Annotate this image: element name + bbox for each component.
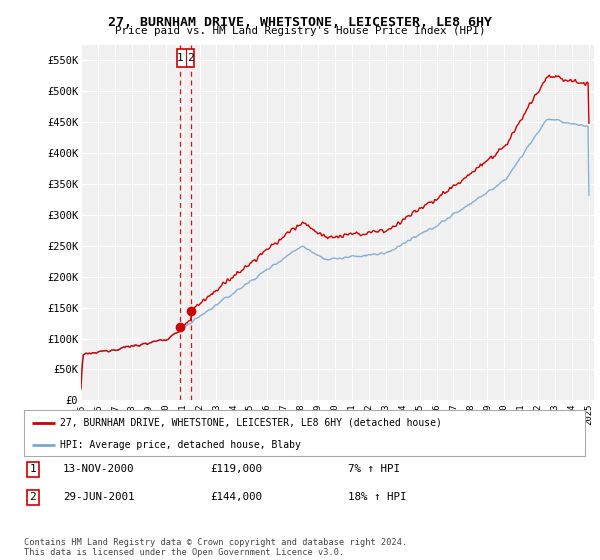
Bar — [178, 49, 194, 67]
Text: Contains HM Land Registry data © Crown copyright and database right 2024.
This d: Contains HM Land Registry data © Crown c… — [24, 538, 407, 557]
Text: £119,000: £119,000 — [210, 464, 262, 474]
Text: 18% ↑ HPI: 18% ↑ HPI — [348, 492, 407, 502]
Text: 1: 1 — [29, 464, 37, 474]
Text: 13-NOV-2000: 13-NOV-2000 — [63, 464, 134, 474]
Text: 27, BURNHAM DRIVE, WHETSTONE, LEICESTER, LE8 6HY (detached house): 27, BURNHAM DRIVE, WHETSTONE, LEICESTER,… — [61, 418, 442, 428]
Text: Price paid vs. HM Land Registry's House Price Index (HPI): Price paid vs. HM Land Registry's House … — [115, 26, 485, 36]
Text: 27, BURNHAM DRIVE, WHETSTONE, LEICESTER, LE8 6HY: 27, BURNHAM DRIVE, WHETSTONE, LEICESTER,… — [108, 16, 492, 29]
Text: 29-JUN-2001: 29-JUN-2001 — [63, 492, 134, 502]
Text: HPI: Average price, detached house, Blaby: HPI: Average price, detached house, Blab… — [61, 440, 301, 450]
Text: 1: 1 — [177, 53, 184, 63]
Text: 7% ↑ HPI: 7% ↑ HPI — [348, 464, 400, 474]
Text: 2: 2 — [29, 492, 37, 502]
Text: 2: 2 — [188, 53, 194, 63]
Text: £144,000: £144,000 — [210, 492, 262, 502]
